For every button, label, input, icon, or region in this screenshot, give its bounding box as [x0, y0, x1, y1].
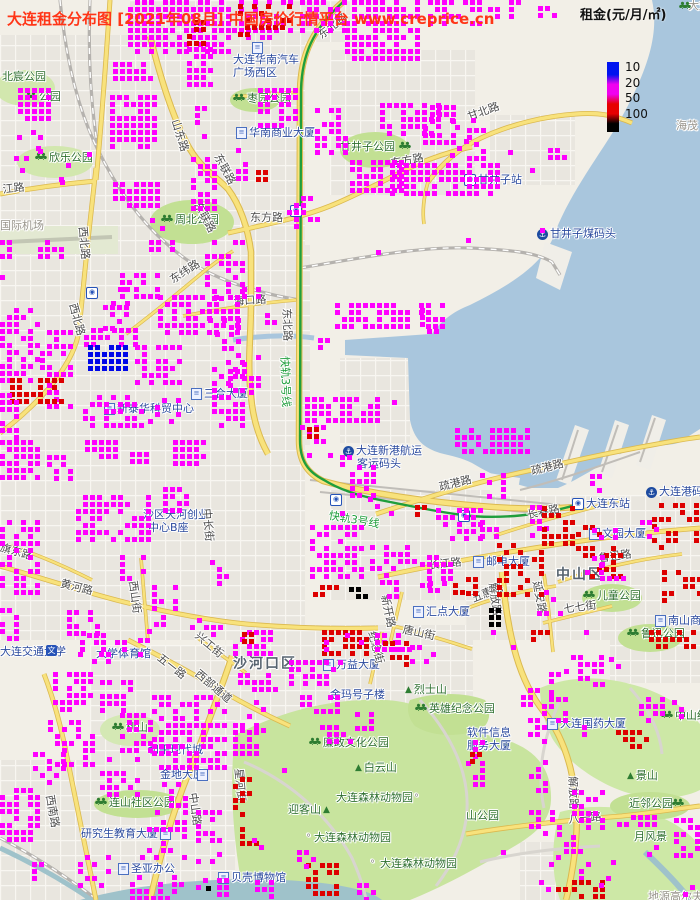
forest-roads: [243, 686, 664, 900]
legend-stop-label: 50: [625, 91, 641, 105]
legend-stop-label: 20: [625, 75, 641, 90]
legend-colorbar: [607, 62, 619, 132]
legend-title: 租金(元/月/㎡): [580, 8, 667, 23]
legend-stops: 10 20 50 100: [625, 60, 648, 122]
legend-stop-label: 10: [625, 60, 641, 74]
legend-stop-label: 100: [625, 106, 648, 121]
legend: 租金(元/月/㎡) 10 20 50 100: [580, 4, 698, 132]
airport-runway: [5, 235, 113, 244]
map-title: 大连租金分布图 [2021年08月] 中国房价行情平台 www.creprice…: [7, 10, 495, 28]
